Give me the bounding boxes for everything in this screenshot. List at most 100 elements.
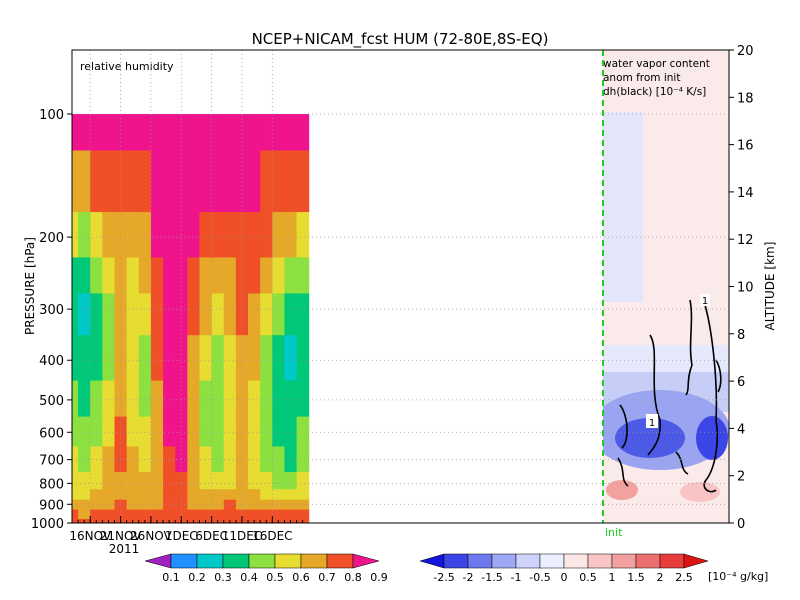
rh-cell bbox=[138, 114, 152, 151]
chart-title: NCEP+NICAM_fcst HUM (72-80E,8S-EQ) bbox=[252, 30, 549, 49]
rh-cell bbox=[284, 445, 298, 473]
rh-cell bbox=[284, 416, 298, 447]
rh-cell bbox=[90, 509, 103, 519]
altitude-tick-label: 16 bbox=[737, 139, 754, 154]
rh-cell bbox=[199, 211, 213, 258]
rh-cell bbox=[296, 334, 310, 381]
rh-cell bbox=[150, 416, 164, 447]
rh-cell bbox=[163, 488, 176, 500]
rh-cell bbox=[223, 150, 237, 213]
wv-weak-neg-patch bbox=[603, 345, 729, 375]
rh-cell bbox=[72, 445, 79, 473]
rh-cell bbox=[272, 471, 285, 490]
rh-cell bbox=[78, 292, 91, 336]
rh-cell bbox=[199, 445, 213, 473]
rh-cell bbox=[90, 150, 103, 213]
rh-cell bbox=[175, 256, 188, 294]
rh-cell bbox=[223, 292, 237, 336]
wv-colorbar-label: 2.5 bbox=[675, 571, 693, 584]
rh-cell bbox=[72, 471, 79, 490]
altitude-tick-label: 10 bbox=[737, 281, 754, 296]
rh-cell bbox=[90, 488, 103, 500]
wv-colorbar-label: 0 bbox=[561, 571, 568, 584]
dh-contour-1 bbox=[647, 334, 662, 456]
time-tick-label: 16NOV bbox=[69, 529, 111, 543]
rh-cell bbox=[296, 416, 310, 447]
rh-cell bbox=[138, 471, 152, 490]
rh-cell bbox=[223, 488, 237, 500]
rh-cell bbox=[163, 445, 176, 473]
rh-colorbar-swatch bbox=[248, 553, 276, 569]
rh-cell bbox=[138, 256, 152, 294]
rh-cell bbox=[284, 256, 298, 294]
time-tick-label: 6DEC bbox=[195, 529, 228, 543]
rh-cell bbox=[248, 488, 261, 500]
contour-label-1: 1 bbox=[702, 296, 708, 307]
rh-cell bbox=[126, 445, 140, 473]
contour-label-bg-1 bbox=[700, 294, 710, 306]
rh-cell bbox=[223, 334, 237, 381]
rh-cell bbox=[235, 416, 249, 447]
rh-cell bbox=[248, 256, 261, 294]
rh-cell bbox=[187, 488, 200, 500]
rh-cell bbox=[223, 499, 237, 510]
wv-neg-anomaly-band bbox=[603, 112, 643, 302]
wv-colorbar-swatch bbox=[515, 553, 541, 569]
wv-colorbar-swatch bbox=[467, 553, 493, 569]
rh-cell bbox=[78, 416, 91, 447]
rh-cell bbox=[102, 380, 115, 417]
rh-cell bbox=[126, 334, 140, 381]
rh-cell bbox=[296, 211, 310, 258]
rh-cell bbox=[272, 256, 285, 294]
rh-cell bbox=[199, 488, 213, 500]
rh-colorbar-label: 0.9 bbox=[370, 571, 388, 584]
rh-cell bbox=[187, 114, 200, 151]
wv-anomaly-field bbox=[603, 50, 729, 523]
rh-cell bbox=[163, 292, 176, 336]
rh-cell bbox=[175, 114, 188, 151]
wv-low-pos-anomaly-1 bbox=[606, 480, 638, 500]
rh-cell bbox=[235, 114, 249, 151]
pressure-tick-label: 400 bbox=[39, 354, 64, 369]
rh-cell bbox=[78, 445, 91, 473]
rh-cell bbox=[150, 499, 164, 510]
rh-cell bbox=[187, 416, 200, 447]
rh-cell bbox=[126, 292, 140, 336]
right-annotation-line-1: water vapor content bbox=[603, 58, 710, 70]
rh-cell bbox=[102, 150, 115, 213]
rh-cell bbox=[199, 509, 213, 519]
rh-cell bbox=[296, 150, 310, 213]
rh-cell bbox=[296, 114, 310, 151]
rh-cell bbox=[163, 114, 176, 151]
rh-cell bbox=[248, 471, 261, 490]
rh-cell bbox=[72, 114, 79, 151]
rh-colorbar-swatch bbox=[170, 553, 198, 569]
rh-cell bbox=[235, 499, 249, 510]
rh-cell bbox=[78, 114, 91, 151]
rh-cell bbox=[199, 416, 213, 447]
altitude-tick-label: 6 bbox=[737, 375, 745, 390]
rh-cell bbox=[260, 416, 273, 447]
rh-cell bbox=[138, 509, 152, 519]
rh-cell bbox=[126, 150, 140, 213]
rh-cell bbox=[260, 256, 273, 294]
rh-cell bbox=[272, 416, 285, 447]
rh-cell bbox=[150, 256, 164, 294]
wv-colorbar-label: -0.5 bbox=[529, 571, 550, 584]
rh-cell bbox=[72, 416, 79, 447]
rh-cell bbox=[163, 416, 176, 447]
rh-cell bbox=[296, 471, 310, 490]
rh-colorbar-label: 0.8 bbox=[344, 571, 362, 584]
rh-cell bbox=[272, 292, 285, 336]
wv-colorbar-label: -1.5 bbox=[481, 571, 502, 584]
rh-cell bbox=[90, 416, 103, 447]
rh-cell bbox=[175, 499, 188, 510]
rh-cell bbox=[187, 292, 200, 336]
altitude-axis: 0 2 4 6 8 10 12 14 16 18 20 bbox=[729, 44, 754, 532]
year-label: 2011 bbox=[109, 542, 140, 556]
rh-cell bbox=[175, 416, 188, 447]
rh-cell bbox=[223, 380, 237, 417]
wv-colorbar-swatch bbox=[443, 553, 469, 569]
rh-cell bbox=[114, 114, 128, 151]
